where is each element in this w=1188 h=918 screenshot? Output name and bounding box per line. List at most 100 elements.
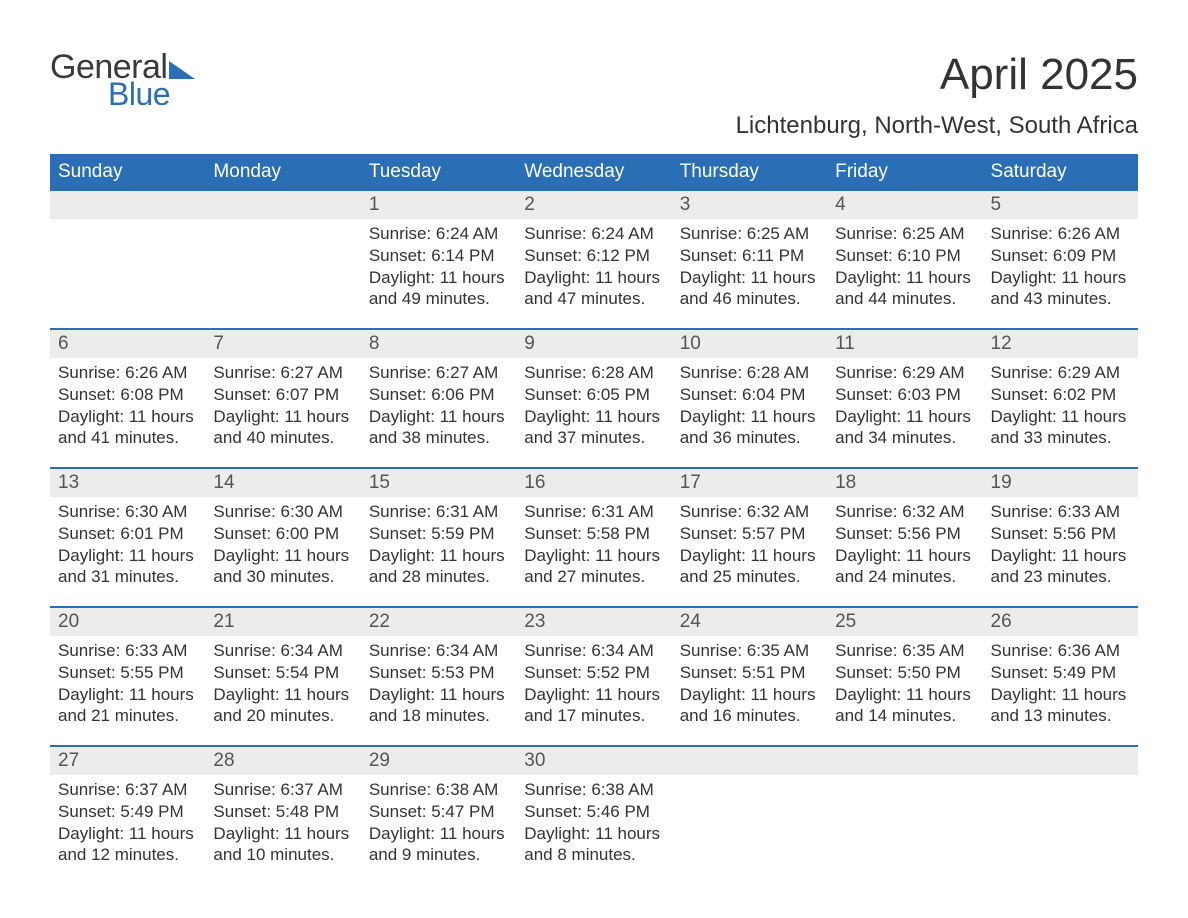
daynum-row: 20212223242526 — [50, 608, 1138, 636]
sunset-text: Sunset: 5:59 PM — [369, 523, 508, 545]
content-row: Sunrise: 6:37 AMSunset: 5:49 PMDaylight:… — [50, 775, 1138, 874]
sunrise-text: Sunrise: 6:37 AM — [58, 779, 197, 801]
sunset-text: Sunset: 6:14 PM — [369, 245, 508, 267]
logo: General Blue — [50, 50, 195, 110]
daylight-text: Daylight: 11 hours and 14 minutes. — [835, 684, 974, 728]
day-number: 25 — [827, 608, 982, 636]
sunrise-text: Sunrise: 6:34 AM — [524, 640, 663, 662]
sunrise-text: Sunrise: 6:25 AM — [680, 223, 819, 245]
day-cell: Sunrise: 6:29 AMSunset: 6:02 PMDaylight:… — [983, 358, 1138, 457]
daylight-text: Daylight: 11 hours and 40 minutes. — [213, 406, 352, 450]
sunset-text: Sunset: 6:05 PM — [524, 384, 663, 406]
sunrise-text: Sunrise: 6:38 AM — [369, 779, 508, 801]
day-cell — [50, 219, 205, 318]
sunset-text: Sunset: 5:56 PM — [991, 523, 1130, 545]
day-cell: Sunrise: 6:34 AMSunset: 5:52 PMDaylight:… — [516, 636, 671, 735]
day-cell: Sunrise: 6:30 AMSunset: 6:00 PMDaylight:… — [205, 497, 360, 596]
daylight-text: Daylight: 11 hours and 21 minutes. — [58, 684, 197, 728]
day-number — [983, 747, 1138, 775]
sunrise-text: Sunrise: 6:33 AM — [991, 501, 1130, 523]
logo-triangle-icon — [169, 61, 195, 79]
sunset-text: Sunset: 5:46 PM — [524, 801, 663, 823]
day-cell: Sunrise: 6:36 AMSunset: 5:49 PMDaylight:… — [983, 636, 1138, 735]
daynum-row: 6789101112 — [50, 330, 1138, 358]
day-cell: Sunrise: 6:28 AMSunset: 6:04 PMDaylight:… — [672, 358, 827, 457]
day-number — [50, 191, 205, 219]
daylight-text: Daylight: 11 hours and 38 minutes. — [369, 406, 508, 450]
day-number: 27 — [50, 747, 205, 775]
daynum-row: 27282930 — [50, 747, 1138, 775]
day-number: 20 — [50, 608, 205, 636]
sunrise-text: Sunrise: 6:34 AM — [369, 640, 508, 662]
daylight-text: Daylight: 11 hours and 17 minutes. — [524, 684, 663, 728]
daylight-text: Daylight: 11 hours and 49 minutes. — [369, 267, 508, 311]
daylight-text: Daylight: 11 hours and 47 minutes. — [524, 267, 663, 311]
day-number: 15 — [361, 469, 516, 497]
sunset-text: Sunset: 5:52 PM — [524, 662, 663, 684]
weekday-monday: Monday — [205, 154, 360, 191]
sunset-text: Sunset: 5:54 PM — [213, 662, 352, 684]
day-number: 1 — [361, 191, 516, 219]
daylight-text: Daylight: 11 hours and 10 minutes. — [213, 823, 352, 867]
day-number: 7 — [205, 330, 360, 358]
day-cell: Sunrise: 6:28 AMSunset: 6:05 PMDaylight:… — [516, 358, 671, 457]
daylight-text: Daylight: 11 hours and 13 minutes. — [991, 684, 1130, 728]
sunset-text: Sunset: 5:51 PM — [680, 662, 819, 684]
day-number: 26 — [983, 608, 1138, 636]
sunrise-text: Sunrise: 6:38 AM — [524, 779, 663, 801]
week-row: 20212223242526Sunrise: 6:33 AMSunset: 5:… — [50, 606, 1138, 735]
logo-blue-text: Blue — [108, 78, 195, 110]
daynum-row: 12345 — [50, 191, 1138, 219]
day-number: 17 — [672, 469, 827, 497]
week-row: 12345Sunrise: 6:24 AMSunset: 6:14 PMDayl… — [50, 191, 1138, 318]
sunrise-text: Sunrise: 6:34 AM — [213, 640, 352, 662]
sunset-text: Sunset: 6:02 PM — [991, 384, 1130, 406]
sunrise-text: Sunrise: 6:32 AM — [680, 501, 819, 523]
sunset-text: Sunset: 5:49 PM — [991, 662, 1130, 684]
daylight-text: Daylight: 11 hours and 12 minutes. — [58, 823, 197, 867]
sunset-text: Sunset: 6:12 PM — [524, 245, 663, 267]
sunrise-text: Sunrise: 6:36 AM — [991, 640, 1130, 662]
sunset-text: Sunset: 5:53 PM — [369, 662, 508, 684]
week-row: 27282930Sunrise: 6:37 AMSunset: 5:49 PMD… — [50, 745, 1138, 874]
sunrise-text: Sunrise: 6:27 AM — [369, 362, 508, 384]
day-cell — [205, 219, 360, 318]
sunset-text: Sunset: 5:56 PM — [835, 523, 974, 545]
day-cell — [672, 775, 827, 874]
day-cell: Sunrise: 6:26 AMSunset: 6:09 PMDaylight:… — [983, 219, 1138, 318]
sunset-text: Sunset: 6:00 PM — [213, 523, 352, 545]
header: General Blue April 2025 Lichtenburg, Nor… — [50, 50, 1138, 140]
day-number: 5 — [983, 191, 1138, 219]
sunrise-text: Sunrise: 6:31 AM — [369, 501, 508, 523]
day-number: 10 — [672, 330, 827, 358]
daylight-text: Daylight: 11 hours and 41 minutes. — [58, 406, 197, 450]
sunset-text: Sunset: 5:48 PM — [213, 801, 352, 823]
sunrise-text: Sunrise: 6:30 AM — [58, 501, 197, 523]
calendar: Sunday Monday Tuesday Wednesday Thursday… — [50, 154, 1138, 874]
day-number: 22 — [361, 608, 516, 636]
sunrise-text: Sunrise: 6:33 AM — [58, 640, 197, 662]
weekday-tuesday: Tuesday — [361, 154, 516, 191]
day-number: 3 — [672, 191, 827, 219]
day-cell: Sunrise: 6:37 AMSunset: 5:48 PMDaylight:… — [205, 775, 360, 874]
sunset-text: Sunset: 6:10 PM — [835, 245, 974, 267]
day-cell: Sunrise: 6:38 AMSunset: 5:46 PMDaylight:… — [516, 775, 671, 874]
daylight-text: Daylight: 11 hours and 27 minutes. — [524, 545, 663, 589]
day-cell: Sunrise: 6:31 AMSunset: 5:58 PMDaylight:… — [516, 497, 671, 596]
location: Lichtenburg, North-West, South Africa — [736, 112, 1138, 140]
day-cell: Sunrise: 6:37 AMSunset: 5:49 PMDaylight:… — [50, 775, 205, 874]
daylight-text: Daylight: 11 hours and 34 minutes. — [835, 406, 974, 450]
daylight-text: Daylight: 11 hours and 24 minutes. — [835, 545, 974, 589]
daylight-text: Daylight: 11 hours and 9 minutes. — [369, 823, 508, 867]
sunset-text: Sunset: 5:55 PM — [58, 662, 197, 684]
day-number: 29 — [361, 747, 516, 775]
day-number: 23 — [516, 608, 671, 636]
day-number: 4 — [827, 191, 982, 219]
sunset-text: Sunset: 6:07 PM — [213, 384, 352, 406]
sunrise-text: Sunrise: 6:32 AM — [835, 501, 974, 523]
sunset-text: Sunset: 5:57 PM — [680, 523, 819, 545]
day-cell: Sunrise: 6:34 AMSunset: 5:53 PMDaylight:… — [361, 636, 516, 735]
day-cell: Sunrise: 6:38 AMSunset: 5:47 PMDaylight:… — [361, 775, 516, 874]
day-number: 8 — [361, 330, 516, 358]
title-block: April 2025 Lichtenburg, North-West, Sout… — [736, 50, 1138, 140]
